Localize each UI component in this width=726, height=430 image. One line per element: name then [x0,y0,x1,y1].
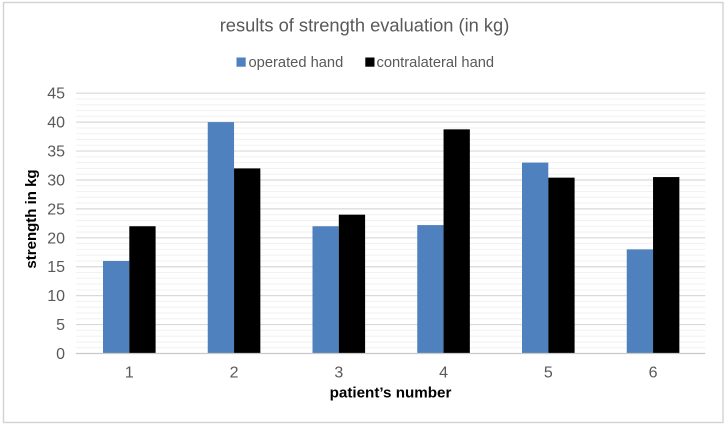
svg-text:0: 0 [56,346,65,363]
svg-text:contralateral hand: contralateral hand [377,55,495,71]
svg-text:4: 4 [439,364,448,381]
svg-text:25: 25 [47,201,65,218]
svg-text:35: 35 [47,144,65,161]
svg-text:2: 2 [230,364,239,381]
svg-text:operated hand: operated hand [249,55,344,71]
svg-text:patient’s number: patient’s number [330,384,452,401]
svg-text:10: 10 [47,288,65,305]
svg-text:20: 20 [47,230,65,247]
svg-text:3: 3 [334,364,343,381]
svg-text:5: 5 [544,364,553,381]
svg-text:45: 45 [47,86,65,103]
svg-text:5: 5 [56,317,65,334]
svg-text:results of strength evaluation: results of strength evaluation (in kg) [220,15,510,36]
svg-text:6: 6 [649,364,658,381]
svg-text:1: 1 [125,364,134,381]
svg-text:15: 15 [47,259,65,276]
svg-text:40: 40 [47,115,65,132]
svg-text:30: 30 [47,172,65,189]
svg-text:strength in kg: strength in kg [23,169,40,268]
